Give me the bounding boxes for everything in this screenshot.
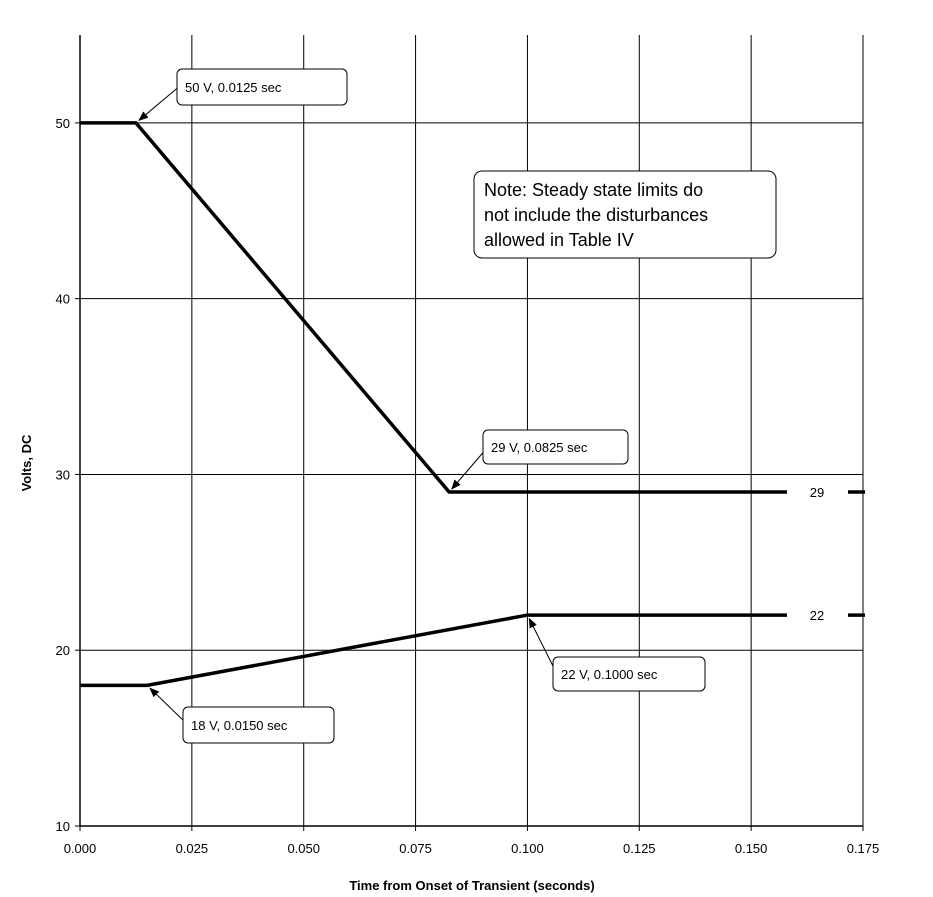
annotation-callout-4: 18 V, 0.0150 sec (149, 687, 335, 744)
annotation-arrow (138, 84, 182, 121)
x-tick-label: 0.125 (623, 841, 656, 856)
x-axis-label: Time from Onset of Transient (seconds) (349, 878, 594, 893)
annotation-text: 29 V, 0.0825 sec (491, 440, 588, 455)
annotations: 50 V, 0.0125 sec 29 V, 0.0825 sec 22 V, 0.… (138, 68, 706, 744)
annotation-box (552, 656, 706, 692)
x-tick-label: 0.150 (735, 841, 768, 856)
x-tick-labels: 0.000 0.025 0.050 0.075 0.100 0.125 0.150 0.175 (64, 841, 880, 856)
y-tick-label: 10 (56, 819, 70, 834)
note-box: Note: Steady state limits do not include … (473, 170, 777, 259)
grid-lines (80, 35, 864, 826)
annotation-arrow (528, 617, 558, 675)
axes (75, 35, 864, 831)
x-tick-label: 0.050 (287, 841, 320, 856)
annotation-text: 22 V, 0.1000 sec (561, 667, 658, 682)
note-line-1: Note: Steady state limits do (484, 180, 703, 200)
y-axis-label: Volts, DC (19, 434, 34, 491)
y-tick-label: 50 (56, 116, 70, 131)
x-tick-label: 0.175 (847, 841, 880, 856)
x-tick-label: 0.075 (399, 841, 432, 856)
series-lines: 29 22 (80, 121, 865, 688)
annotation-box (482, 429, 629, 465)
x-tick-label: 0.100 (511, 841, 544, 856)
series-line-1 (80, 121, 787, 494)
annotation-text: 50 V, 0.0125 sec (185, 80, 282, 95)
series-end-label-1: 29 (810, 485, 824, 500)
annotation-arrow (149, 687, 188, 725)
series-line-2 (80, 613, 787, 688)
note-line-3: allowed in Table IV (484, 230, 634, 250)
x-tick-label: 0.025 (176, 841, 209, 856)
annotation-callout-3: 22 V, 0.1000 sec (528, 617, 706, 692)
x-tick-label: 0.000 (64, 841, 97, 856)
note-box-frame (473, 170, 777, 259)
y-tick-label: 30 (56, 467, 70, 482)
series-end-label-2: 22 (810, 608, 824, 623)
annotation-arrow (451, 447, 488, 490)
annotation-callout-1: 50 V, 0.0125 sec (138, 68, 348, 121)
note-line-2: not include the disturbances (484, 205, 708, 225)
y-tick-labels: 10 20 30 40 50 (56, 116, 70, 834)
annotation-callout-2: 29 V, 0.0825 sec (451, 429, 629, 490)
annotation-box (176, 68, 348, 106)
y-tick-label: 20 (56, 643, 70, 658)
annotation-box (182, 706, 335, 744)
annotation-text: 18 V, 0.0150 sec (191, 718, 288, 733)
y-tick-label: 40 (56, 292, 70, 307)
